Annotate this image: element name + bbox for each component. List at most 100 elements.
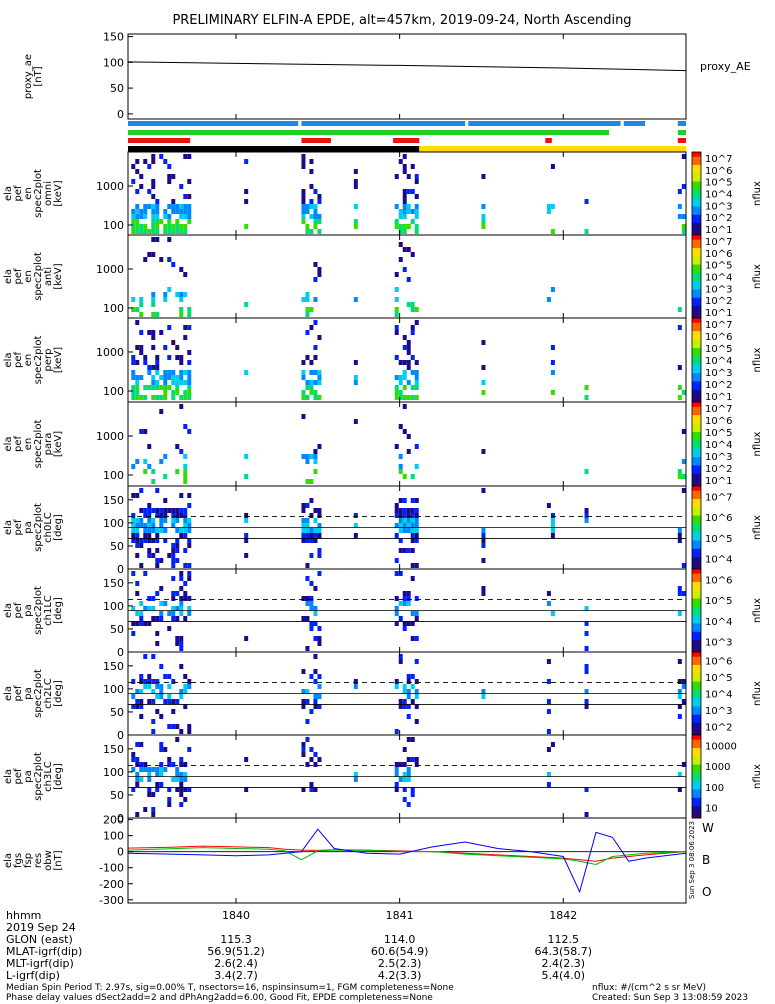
colorbar-cell: [692, 496, 701, 499]
flux-pixel: [147, 464, 152, 469]
flux-pixel: [175, 548, 180, 553]
flux-pixel: [353, 224, 358, 229]
flux-pixel: [139, 508, 144, 513]
flux-pixel: [151, 335, 156, 340]
flux-pixel: [309, 747, 314, 752]
flux-pixel: [317, 674, 322, 679]
flux-pixel: [139, 209, 144, 214]
flux-pixel: [167, 214, 172, 219]
y-label-line: [deg]: [53, 514, 64, 541]
flux-pixel: [414, 360, 419, 365]
flux-pixel: [175, 528, 180, 533]
flux-pixel: [139, 395, 144, 400]
flux-pixel: [175, 355, 180, 360]
flux-pixel: [406, 518, 411, 523]
colorbar-cell: [692, 772, 701, 775]
flux-pixel: [414, 464, 419, 469]
flux-pixel: [183, 380, 188, 385]
flux-pixel: [481, 488, 486, 493]
colorbar-tick-label: 10^6: [705, 656, 732, 667]
flux-pixel: [244, 159, 249, 164]
flux-pixel: [305, 204, 310, 209]
flux-pixel: [163, 159, 168, 164]
flux-pixel: [244, 370, 249, 375]
flux-pixel: [171, 563, 176, 568]
flux-pixel: [175, 636, 180, 641]
flux-pixel: [410, 307, 415, 312]
flux-pixel: [151, 252, 156, 257]
flux-pixel: [147, 699, 152, 704]
colorbar-cell: [692, 237, 701, 240]
colorbar-cell: [692, 183, 701, 186]
flux-pixel: [175, 591, 180, 596]
flux-pixel: [155, 365, 160, 370]
flux-pixel: [155, 772, 160, 777]
flux-pixel: [398, 762, 403, 767]
flux-pixel: [305, 355, 310, 360]
flux-pixel: [677, 474, 682, 479]
flux-pixel: [175, 543, 180, 548]
flux-pixel: [677, 204, 682, 209]
flux-pixel: [309, 390, 314, 395]
panel-y-label: elafgsfspresobw[nT]: [3, 850, 64, 871]
flux-pixel: [402, 375, 407, 380]
flux-pixel: [147, 533, 152, 538]
colorbar-cell: [692, 166, 701, 170]
colorbar-cell: [692, 170, 701, 174]
y-label-line: proxy_ae: [23, 54, 34, 99]
flux-pixel: [171, 229, 176, 234]
colorbar-cell: [692, 666, 701, 670]
colorbar-cell: [692, 774, 701, 777]
flux-pixel: [398, 257, 403, 262]
y-label-line: pa: [23, 521, 34, 533]
flux-pixel: [147, 523, 152, 528]
flux-pixel: [135, 762, 140, 767]
flux-pixel: [187, 606, 192, 611]
colorbar-cell: [692, 668, 701, 672]
flux-pixel: [681, 429, 686, 434]
flux-pixel: [394, 767, 399, 772]
flux-pixel: [301, 699, 306, 704]
flux-pixel: [151, 523, 156, 528]
flux-pixel: [677, 365, 682, 370]
colorbar-cell: [692, 620, 701, 624]
colorbar-cell: [692, 156, 701, 159]
flux-pixel: [135, 307, 140, 312]
flux-pixel: [151, 214, 156, 219]
flux-pixel: [402, 474, 407, 479]
flux-pixel: [175, 390, 180, 395]
colorbar-cell: [692, 372, 701, 376]
flux-pixel: [584, 199, 589, 204]
flux-pixel: [131, 528, 136, 533]
flux-pixel: [353, 679, 358, 684]
flux-pixel: [305, 459, 310, 464]
colorbar-cell: [692, 490, 701, 493]
flux-pixel: [175, 538, 180, 543]
flux-pixel: [481, 533, 486, 538]
flux-pixel: [398, 214, 403, 219]
footer-units: nflux: #/(cm^2 s sr MeV): [592, 983, 706, 993]
panel-y-label: elapefenspec2plotanti[keV]: [3, 252, 64, 301]
flux-pixel: [167, 699, 172, 704]
flux-pixel: [677, 689, 682, 694]
flux-pixel: [135, 229, 140, 234]
flux-pixel: [171, 518, 176, 523]
flux-pixel: [481, 174, 486, 179]
colorbar-cell: [692, 589, 701, 593]
flux-pixel: [155, 641, 160, 646]
flux-pixel: [546, 601, 551, 606]
colorbar-cell: [692, 322, 701, 325]
flux-pixel: [187, 724, 192, 729]
flux-pixel: [313, 297, 318, 302]
flux-pixel: [147, 365, 152, 370]
colorbar-tick-label: 10^4: [705, 356, 732, 367]
flux-pixel: [171, 596, 176, 601]
flux-pixel: [406, 757, 411, 762]
colorbar-cell: [692, 747, 701, 751]
flux-pixel: [402, 395, 407, 400]
flux-pixel: [244, 636, 249, 641]
colorbar-cell: [692, 368, 701, 371]
flux-pixel: [167, 179, 172, 184]
flux-pixel: [135, 360, 140, 365]
black-status-segment: [128, 146, 420, 152]
